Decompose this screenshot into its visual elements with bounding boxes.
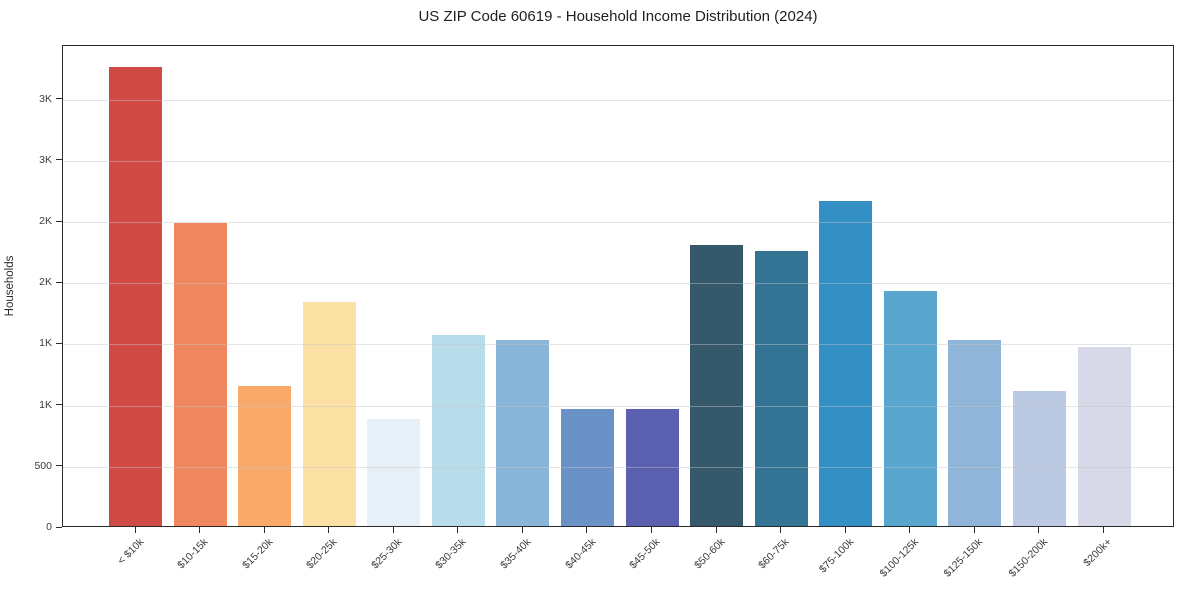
bar-1 (109, 67, 162, 526)
x-tick-label: $75-100k (816, 536, 857, 576)
x-tick-label: $35-40k (498, 536, 534, 572)
bar-14 (948, 340, 1002, 526)
y-tick-label: 2K (39, 215, 52, 228)
bar-9 (625, 408, 679, 526)
x-tick-label: < $10k (114, 536, 146, 567)
x-tick-mark (134, 527, 136, 533)
x-tick-mark (909, 527, 911, 533)
gridline (63, 160, 1173, 162)
x-tick-mark (973, 527, 975, 533)
gridline (63, 222, 1173, 224)
gridline (63, 405, 1173, 407)
y-tick-mark (56, 404, 62, 406)
x-tick-mark (780, 527, 782, 533)
bar-2 (173, 223, 227, 526)
y-tick-label: 1K (39, 398, 52, 411)
bar-3 (238, 385, 292, 526)
plot-area (62, 45, 1174, 527)
y-tick-label: 0 (46, 521, 52, 533)
x-tick-mark (586, 527, 588, 533)
x-tick-mark (844, 527, 846, 533)
y-tick-label: 1K (39, 337, 52, 350)
bar-10 (690, 244, 744, 526)
chart-title: US ZIP Code 60619 - Household Income Dis… (418, 8, 818, 25)
x-tick-mark (457, 527, 459, 533)
gridline (63, 283, 1173, 285)
bar-16 (1077, 347, 1131, 526)
y-tick-label: 3K (39, 92, 52, 105)
x-tick-label: $25-30k (368, 536, 405, 572)
bar-4 (302, 302, 356, 526)
y-tick-label: 3K (39, 153, 52, 166)
x-tick-mark (263, 527, 265, 533)
x-tick-label: $15-20k (239, 536, 276, 572)
x-tick-label: $40-45k (562, 536, 598, 572)
y-tick-label: 2K (39, 276, 52, 289)
x-tick-mark (651, 527, 653, 533)
bar-15 (1012, 391, 1066, 526)
x-tick-label: $200k+ (1081, 536, 1115, 570)
y-tick-mark (56, 159, 62, 161)
bar-5 (367, 418, 421, 526)
x-tick-label: $10-15k (175, 536, 211, 572)
x-tick-mark (1103, 527, 1105, 533)
x-tick-mark (715, 527, 717, 533)
gridline (63, 466, 1173, 468)
x-tick-mark (328, 527, 330, 533)
x-tick-mark (199, 527, 201, 533)
y-tick-mark (56, 342, 62, 344)
y-tick-mark (56, 281, 62, 283)
bar-7 (496, 340, 550, 526)
bar-8 (560, 408, 614, 526)
y-tick-mark (56, 526, 62, 528)
gridline (63, 344, 1173, 346)
bar-11 (754, 250, 808, 526)
gridline (63, 99, 1173, 101)
x-tick-label: $100-125k (877, 536, 921, 580)
y-tick-mark (56, 220, 62, 222)
x-tick-label: $50-60k (691, 536, 728, 572)
y-tick-mark (56, 465, 62, 467)
x-tick-mark (392, 527, 394, 533)
x-tick-mark (521, 527, 523, 533)
y-tick-label: 500 (34, 459, 52, 472)
bar-6 (431, 334, 485, 526)
x-tick-label: $45-50k (627, 536, 663, 572)
bar-13 (883, 291, 937, 526)
x-tick-label: $20-25k (304, 536, 340, 572)
x-tick-label: $150-200k (1006, 536, 1050, 580)
x-tick-label: $30-35k (433, 536, 469, 572)
x-tick-mark (1038, 527, 1040, 533)
x-tick-label: $60-75k (756, 536, 792, 572)
x-tick-label: $125-150k (941, 536, 986, 580)
y-tick-mark (56, 98, 62, 100)
bar-12 (819, 201, 873, 526)
